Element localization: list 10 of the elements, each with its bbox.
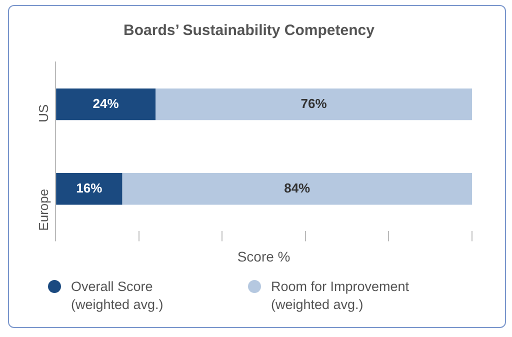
y-tick-label: Europe: [36, 188, 52, 231]
x-axis-title: Score %: [237, 248, 290, 264]
data-label: 84%: [284, 180, 311, 196]
data-label: 76%: [300, 96, 328, 111]
y-tick-label: US: [36, 104, 52, 122]
legend-label: Overall Score (weighted avg.): [71, 278, 164, 314]
data-label: 24%: [92, 96, 120, 111]
legend-label: Room for Improvement (weighted avg.): [271, 278, 410, 314]
data-label: 16%: [76, 180, 103, 196]
chart-title: Boards’ Sustainability Competency: [124, 22, 376, 40]
